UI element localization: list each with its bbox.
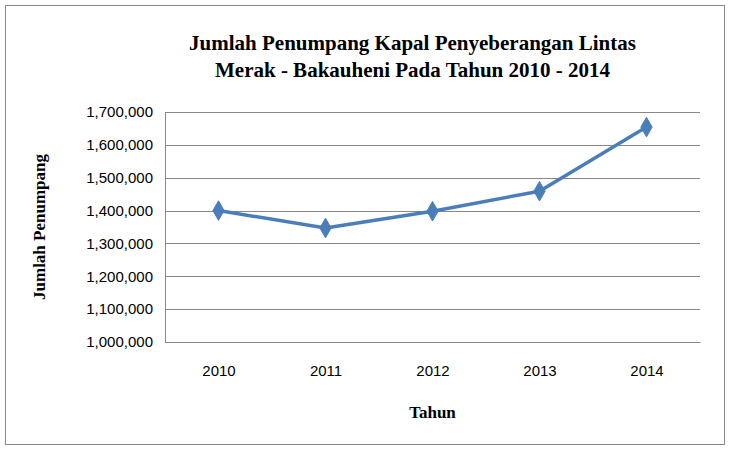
y-tick-label: 1,000,000 [86,333,153,350]
x-tick-label: 2011 [310,362,342,379]
chart-title-line: Merak - Bakauheni Pada Tahun 2010 - 2014 [215,58,611,82]
chart-title-line: Jumlah Penumpang Kapal Penyeberangan Lin… [189,31,636,55]
x-tick-label: 2012 [416,362,449,379]
marker [641,117,652,137]
x-tick-label: 2014 [630,362,663,379]
y-tick: 1,500,000 [86,169,165,186]
marker [213,201,224,221]
marker [320,218,331,238]
plot-area [213,117,652,237]
x-axis-line [166,342,701,343]
y-tick-label: 1,700,000 [86,103,153,120]
x-tick-label: 2013 [523,362,556,379]
y-tick: 1,300,000 [86,235,165,252]
x-tick: 2014 [630,342,663,379]
grid-line [165,276,700,277]
marker [427,201,438,221]
x-axis: 2010 2011 2012 2013 2014 [166,342,701,379]
y-axis-title: Jumlah Penumpang [30,154,49,300]
x-tick: 2010 [202,342,235,379]
chart-title: Jumlah Penumpang Kapal Penyeberangan Lin… [189,31,636,82]
y-axis-line [165,113,166,343]
chart: Jumlah Penumpang Kapal Penyeberangan Lin… [0,0,730,450]
x-axis-title: Tahun [409,403,456,422]
grid [165,113,700,343]
x-tick: 2011 [310,342,342,379]
x-tick: 2013 [523,342,556,379]
line [219,127,647,228]
y-axis: 1,000,000 1,100,000 1,200,000 1,300,000 1,40… [86,103,165,350]
y-tick-label: 1,100,000 [86,300,153,317]
y-tick-label: 1,600,000 [86,136,153,153]
grid-line [165,112,700,113]
grid-line [165,342,700,343]
y-tick: 1,200,000 [86,268,165,285]
chart-frame [6,6,725,445]
y-tick: 1,700,000 [86,103,165,120]
grid-line [165,243,700,244]
x-tick: 2012 [416,342,449,379]
y-tick: 1,000,000 [86,333,165,350]
y-tick-label: 1,500,000 [86,169,153,186]
y-tick-label: 1,400,000 [86,202,153,219]
y-tick: 1,400,000 [86,202,165,219]
x-tick-label: 2010 [202,362,235,379]
y-tick-label: 1,200,000 [86,268,153,285]
y-tick-label: 1,300,000 [86,235,153,252]
y-tick: 1,600,000 [86,136,165,153]
marker [534,181,545,201]
y-tick: 1,100,000 [86,300,165,317]
grid-line [165,178,700,179]
grid-line [165,309,700,310]
